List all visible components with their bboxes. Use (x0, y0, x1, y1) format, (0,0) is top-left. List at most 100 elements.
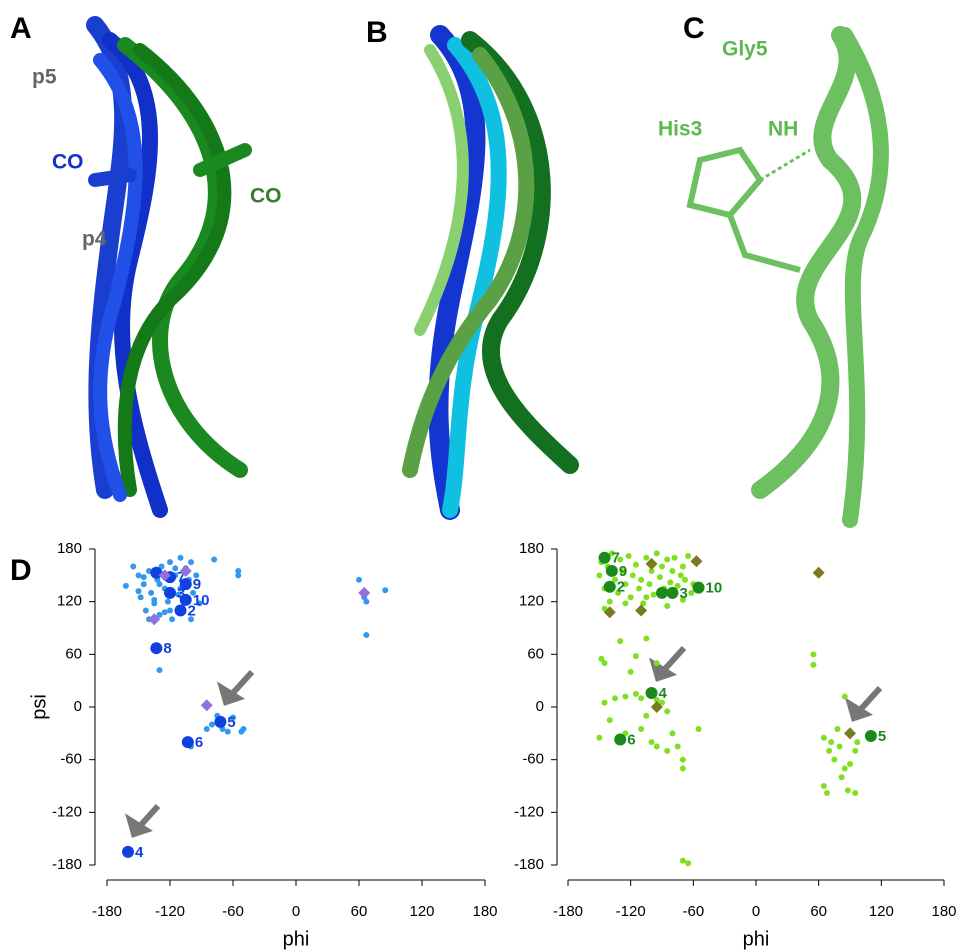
x-tick-label: 60 (351, 903, 368, 920)
diamond-point (635, 604, 648, 617)
x-tick-label: 0 (752, 903, 760, 920)
point (622, 600, 629, 607)
arrows (124, 645, 883, 838)
annotation: NH (768, 118, 798, 141)
diamond-point (645, 557, 658, 570)
x-tick-label: -180 (92, 903, 122, 920)
residue-point (666, 586, 679, 599)
point (679, 857, 686, 864)
diamond-point (844, 727, 856, 740)
x-tick-label: 120 (869, 903, 894, 920)
point (224, 728, 231, 735)
point (810, 661, 817, 668)
y-tick-label: -180 (52, 856, 82, 873)
diamond-point (650, 701, 663, 713)
x-tick-label: -60 (222, 903, 244, 920)
point (175, 591, 182, 598)
point (230, 714, 236, 721)
residue-label: 8 (163, 640, 171, 657)
point (606, 717, 613, 724)
point (664, 603, 671, 610)
point (638, 695, 645, 702)
residue-point (598, 551, 611, 564)
point (638, 725, 645, 732)
point (643, 554, 650, 561)
point (646, 581, 653, 588)
point (648, 567, 655, 574)
residue-point (179, 593, 192, 606)
x-axis-label: phi (743, 928, 770, 950)
point (211, 556, 218, 563)
point (636, 585, 643, 592)
point (188, 559, 194, 566)
y-axis-label: psi (28, 694, 50, 720)
point (167, 607, 173, 614)
point (679, 563, 686, 570)
point (190, 589, 197, 596)
x-tick-label: 0 (292, 903, 300, 920)
panel-label: C (683, 12, 705, 45)
residue-label: 6 (195, 734, 203, 751)
point (854, 739, 861, 746)
x-tick-label: -120 (616, 903, 646, 920)
residue-label: 9 (619, 563, 627, 580)
residue-point (174, 604, 187, 617)
residue-point (614, 733, 627, 746)
annotation: p5 (32, 66, 57, 89)
residue-point (603, 580, 616, 593)
y-tick-label: 0 (74, 698, 82, 715)
point (664, 747, 671, 754)
point (820, 734, 827, 741)
point (669, 730, 676, 737)
residue-point (214, 715, 227, 728)
point (193, 572, 200, 579)
panel-b-render (402, 25, 579, 520)
diamond-point (148, 613, 161, 626)
y-tick-label: -120 (514, 803, 544, 820)
point (674, 743, 681, 750)
point (140, 574, 147, 581)
point (156, 611, 163, 618)
residue-point (864, 729, 877, 742)
panel-label: D (10, 554, 32, 587)
point (659, 699, 665, 706)
point (135, 572, 142, 579)
residue-label: 7 (612, 550, 620, 567)
point (679, 765, 686, 772)
residue-label: 5 (227, 714, 235, 731)
point (148, 589, 155, 596)
annotation: His3 (658, 118, 702, 141)
residue-label: 10 (706, 580, 723, 597)
residue-point (605, 564, 618, 577)
panel-c-render (686, 26, 889, 528)
point (679, 596, 686, 603)
point (601, 699, 608, 706)
x-tick-label: -120 (155, 903, 185, 920)
point (142, 607, 149, 614)
point (196, 600, 203, 607)
point (167, 559, 173, 566)
point (664, 708, 671, 715)
point (617, 638, 624, 645)
point (622, 693, 629, 700)
point (151, 596, 158, 603)
point (650, 591, 657, 598)
point (643, 712, 650, 719)
point (847, 761, 853, 768)
residue-label: 5 (878, 728, 886, 745)
point (156, 667, 163, 674)
x-axis-label: phi (283, 928, 310, 950)
point (685, 860, 692, 867)
point (608, 550, 615, 557)
x-tick-label: 180 (472, 903, 497, 920)
point (164, 598, 171, 605)
point (161, 609, 168, 616)
point (235, 572, 242, 579)
point (632, 561, 639, 568)
x-tick-label: 60 (810, 903, 827, 920)
point (235, 567, 242, 574)
y-tick-label: 120 (519, 593, 544, 610)
x-tick-label: 120 (409, 903, 434, 920)
point (671, 554, 678, 561)
y-tick-label: 180 (519, 540, 544, 557)
